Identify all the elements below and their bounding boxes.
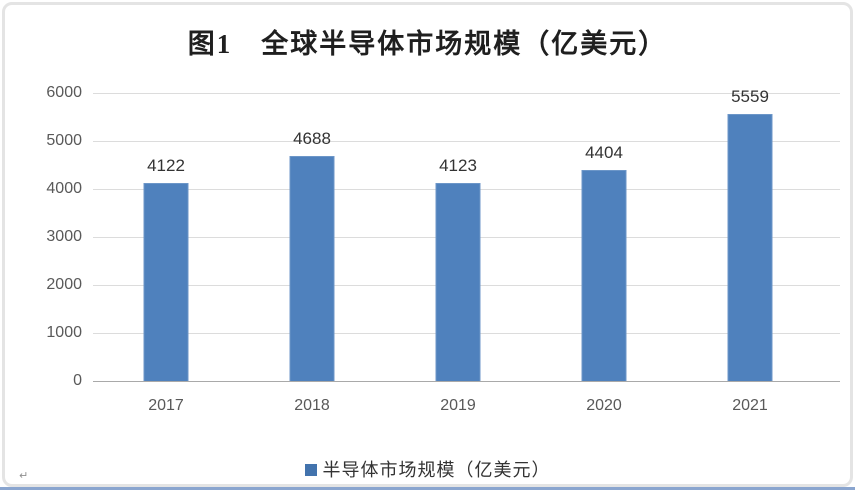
bar-2019	[435, 183, 481, 381]
y-tick-label: 0	[73, 372, 82, 389]
bar-group-2018: 4688	[239, 93, 385, 381]
bar-group-2017: 4122	[93, 93, 239, 381]
bar-2020	[581, 169, 627, 381]
bar-series: 4122 4688 4123 4404 5559	[93, 87, 823, 381]
x-tick-label: 2021	[732, 397, 768, 414]
legend: 半导体市场规模（亿美元）	[0, 456, 855, 482]
gridline	[93, 93, 840, 94]
bar-2018	[289, 155, 335, 381]
gridline	[93, 141, 840, 142]
bar-group-2020: 4404	[531, 93, 677, 381]
legend-label: 半导体市场规模（亿美元）	[322, 460, 551, 480]
bar-value-label: 4688	[293, 128, 331, 148]
x-tick-label: 2018	[294, 397, 330, 414]
bottom-border-line	[0, 487, 855, 490]
bar-group-2021: 5559	[677, 87, 823, 381]
bar-value-label: 5559	[731, 87, 769, 107]
bar-value-label: 4123	[439, 156, 477, 176]
baseline	[93, 381, 840, 382]
legend-swatch-icon	[304, 464, 317, 476]
bar-value-label: 4122	[147, 156, 185, 176]
chart-title: 图1 全球半导体市场规模（亿美元）	[187, 29, 668, 59]
x-tick-label: 2019	[440, 397, 476, 414]
y-tick-label: 4000	[46, 180, 82, 197]
bar-value-label: 4404	[585, 142, 623, 162]
x-tick-label: 2017	[148, 397, 184, 414]
y-tick-label: 1000	[46, 324, 82, 341]
y-axis: 0 1000 2000 3000 4000 5000 6000	[0, 84, 82, 389]
y-tick-label: 6000	[46, 84, 82, 101]
x-axis: 2017 2018 2019 2020 2021	[93, 397, 823, 419]
plot-area: 4122 4688 4123 4404 5559	[93, 87, 840, 382]
x-tick-label: 2020	[586, 397, 622, 414]
y-tick-label: 2000	[46, 276, 82, 293]
bar-group-2019: 4123	[385, 93, 531, 381]
bar-2017	[143, 183, 189, 381]
y-tick-label: 3000	[46, 228, 82, 245]
bar-2021	[727, 114, 773, 381]
y-tick-label: 5000	[46, 132, 82, 149]
paragraph-mark-icon: ↵	[19, 470, 29, 482]
